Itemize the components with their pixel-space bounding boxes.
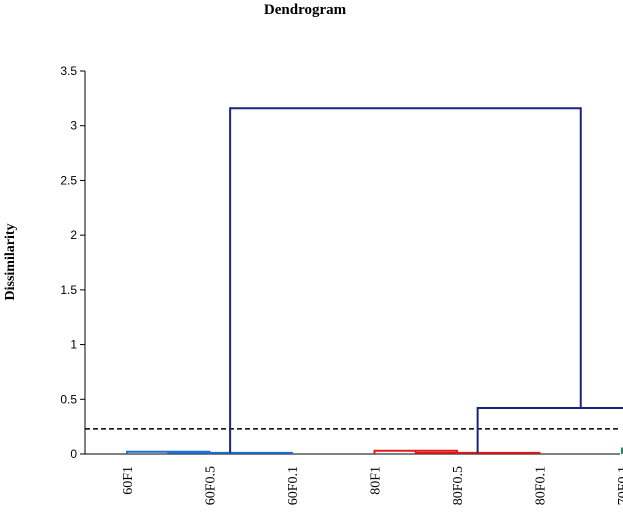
dendrogram-link — [476, 407, 623, 453]
tick-labels: 0 0.5 1 1.5 2 2.5 3 3.5 60F1 60F0.5 60F0.1 80F1 80F0… — [60, 64, 623, 505]
y-tick-label: 0 — [70, 447, 77, 461]
dendrogram-link — [229, 107, 582, 453]
x-tick-label: 60F1 — [121, 466, 136, 495]
x-tick-label: 80F0.5 — [451, 466, 466, 505]
x-tick-label: 60F0.5 — [204, 466, 219, 505]
y-axis-label: Dissimilarity — [3, 224, 18, 301]
x-tick-label: 80F1 — [369, 466, 384, 495]
x-tick-label: 70F0.1 — [616, 466, 623, 505]
dendrogram-link — [414, 450, 541, 454]
chart-title: Dendrogram — [264, 2, 347, 18]
dendrogram-link — [167, 451, 293, 454]
y-tick-label: 1 — [70, 338, 77, 352]
x-tick-label: 60F0.1 — [286, 466, 301, 505]
dendrogram-links — [85, 107, 623, 454]
y-tick-label: 0.5 — [60, 392, 77, 406]
x-tick-label: 80F0.1 — [534, 466, 549, 505]
y-tick-label: 2.5 — [60, 173, 77, 187]
y-tick-label: 3.5 — [60, 64, 77, 78]
y-tick-label: 3 — [70, 119, 77, 133]
axes — [84, 71, 620, 455]
y-tick-label: 2 — [70, 228, 77, 242]
dendrogram-link — [621, 447, 623, 454]
y-tick-label: 1.5 — [60, 283, 77, 297]
